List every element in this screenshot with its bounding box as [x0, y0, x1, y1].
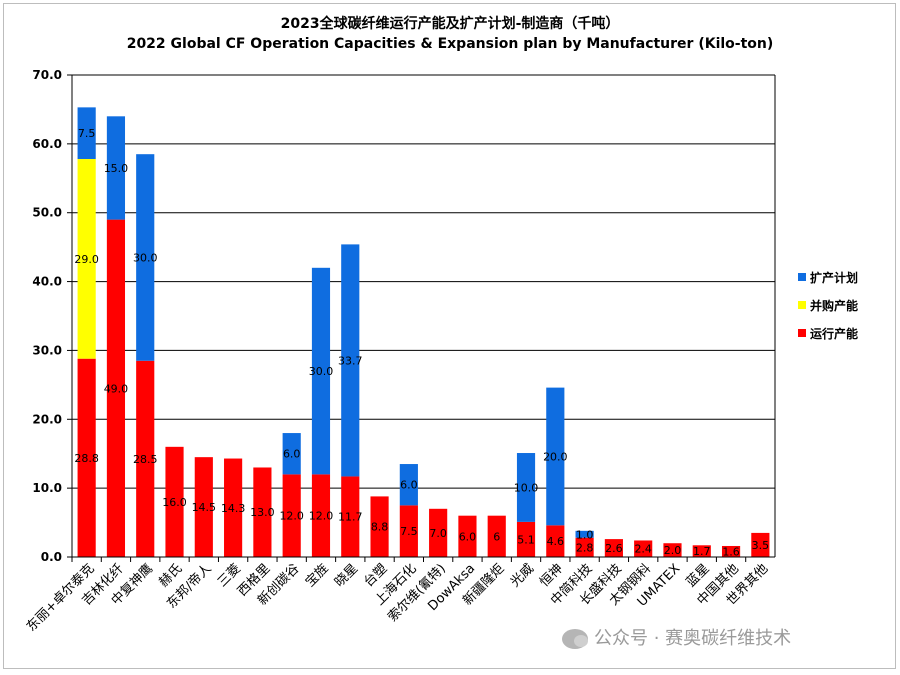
data-label: 30.0 — [309, 365, 334, 378]
watermark-text: 公众号 · 赛奥碳纤维技术 — [594, 628, 792, 649]
data-label: 6.0 — [283, 448, 301, 461]
bar-运行产能 — [253, 467, 272, 557]
data-label: 16.0 — [162, 496, 187, 509]
bar-运行产能 — [341, 476, 360, 557]
y-tick-label: 60.0 — [32, 137, 62, 151]
legend-swatch — [798, 329, 806, 337]
bar-运行产能 — [516, 521, 536, 557]
bar-运行产能 — [370, 496, 389, 557]
y-tick-label: 10.0 — [32, 481, 62, 495]
data-label: 1.6 — [722, 545, 740, 558]
bar-运行产能 — [487, 515, 506, 557]
data-labels: 28.8 29.0 7.5 49.0 15.0 28.5 30.0 16.0 14.5 14.3 1… — [74, 127, 769, 558]
bar-并购产能 — [77, 159, 96, 359]
chart-subtitle: 2022 Global CF Operation Capacities & Ex… — [126, 36, 774, 52]
data-label: 29.0 — [74, 253, 99, 266]
data-label: 7.0 — [429, 527, 447, 540]
data-label: 1.0 — [576, 528, 594, 541]
data-label: 8.8 — [371, 521, 389, 534]
data-label: 15.0 — [104, 162, 129, 175]
bar-运行产能 — [634, 540, 653, 557]
bar-运行产能 — [282, 474, 301, 557]
bar-扩产计划 — [399, 464, 418, 506]
data-label: 4.6 — [547, 535, 565, 548]
bars — [77, 107, 770, 557]
bar-运行产能 — [751, 532, 770, 557]
y-axis: 0.0 10.0 20.0 30.0 40.0 50.0 60.0 70.0 — [32, 68, 776, 564]
data-label: 2.8 — [576, 541, 594, 554]
data-label: 7.5 — [400, 525, 418, 538]
data-label: 11.7 — [338, 511, 363, 524]
data-label: 30.0 — [133, 251, 158, 264]
data-label: 28.5 — [133, 453, 158, 466]
data-label: 7.5 — [78, 127, 96, 140]
bar-扩产计划 — [77, 107, 96, 160]
data-label: 5.1 — [517, 533, 535, 546]
bar-扩产计划 — [341, 244, 360, 477]
data-label: 28.8 — [74, 452, 99, 465]
bar-扩产计划 — [136, 154, 155, 361]
chart-title-block: 2023全球碳纤维运行产能及扩产计划-制造商（千吨） 2022 Global C… — [0, 14, 900, 54]
data-label: 33.7 — [338, 354, 363, 367]
bar-扩产计划 — [311, 267, 331, 475]
data-label: 12.0 — [309, 510, 334, 523]
bar-扩产计划 — [282, 433, 301, 475]
bar-运行产能 — [604, 539, 623, 557]
data-label: 2.0 — [664, 544, 682, 557]
bar-运行产能 — [575, 537, 594, 557]
legend-label: 扩产计划 — [810, 270, 858, 285]
x-category-label: 晓星 — [332, 561, 361, 590]
data-label: 12.0 — [279, 510, 304, 523]
chart-frame — [3, 3, 896, 669]
y-tick-label: 40.0 — [32, 275, 62, 289]
y-tick-label: 0.0 — [41, 550, 62, 564]
bar-运行产能 — [458, 515, 477, 557]
bar-运行产能 — [663, 543, 682, 557]
legend-label: 运行产能 — [810, 326, 858, 341]
bar-运行产能 — [194, 457, 213, 557]
bar-运行产能 — [136, 360, 155, 557]
bar-扩产计划 — [546, 387, 565, 526]
legend-swatch — [798, 273, 806, 281]
bar-运行产能 — [165, 446, 184, 557]
legend-swatch — [798, 301, 806, 309]
data-label: 6.0 — [459, 530, 477, 543]
y-tick-label: 20.0 — [32, 412, 62, 426]
chart-title: 2023全球碳纤维运行产能及扩产计划-制造商（千吨） — [280, 16, 620, 32]
bar-运行产能 — [429, 508, 448, 557]
bar-运行产能 — [692, 545, 711, 557]
watermark: 公众号 · 赛奥碳纤维技术 — [562, 624, 791, 650]
bar-运行产能 — [399, 505, 418, 557]
data-label: 10.0 — [514, 481, 539, 494]
data-label: 6 — [493, 530, 500, 543]
bar-扩产计划 — [106, 116, 126, 220]
bar-运行产能 — [546, 525, 565, 557]
data-label: 20.0 — [543, 450, 568, 463]
data-label: 1.7 — [693, 545, 711, 558]
bar-运行产能 — [311, 474, 331, 557]
y-tick-label: 70.0 — [32, 68, 62, 82]
data-label: 2.6 — [605, 542, 623, 555]
data-label: 6.0 — [400, 479, 418, 492]
data-label: 13.0 — [250, 506, 275, 519]
bar-扩产计划 — [516, 453, 536, 522]
x-category-label: 宝旌 — [303, 561, 332, 590]
bar-扩产计划 — [575, 530, 594, 538]
data-label: 49.0 — [104, 382, 129, 395]
wechat-icon — [562, 629, 588, 649]
bar-运行产能 — [106, 219, 126, 557]
bar-运行产能 — [224, 458, 243, 557]
legend-label: 并购产能 — [810, 298, 858, 313]
y-tick-label: 50.0 — [32, 206, 62, 220]
bar-运行产能 — [77, 358, 96, 557]
bar-运行产能 — [721, 545, 741, 557]
y-tick-label: 30.0 — [32, 343, 62, 357]
data-label: 3.5 — [752, 539, 770, 552]
x-category-label: 光威 — [508, 561, 537, 590]
data-label: 14.5 — [192, 501, 217, 514]
data-label: 14.3 — [221, 502, 246, 515]
data-label: 2.4 — [634, 543, 652, 556]
